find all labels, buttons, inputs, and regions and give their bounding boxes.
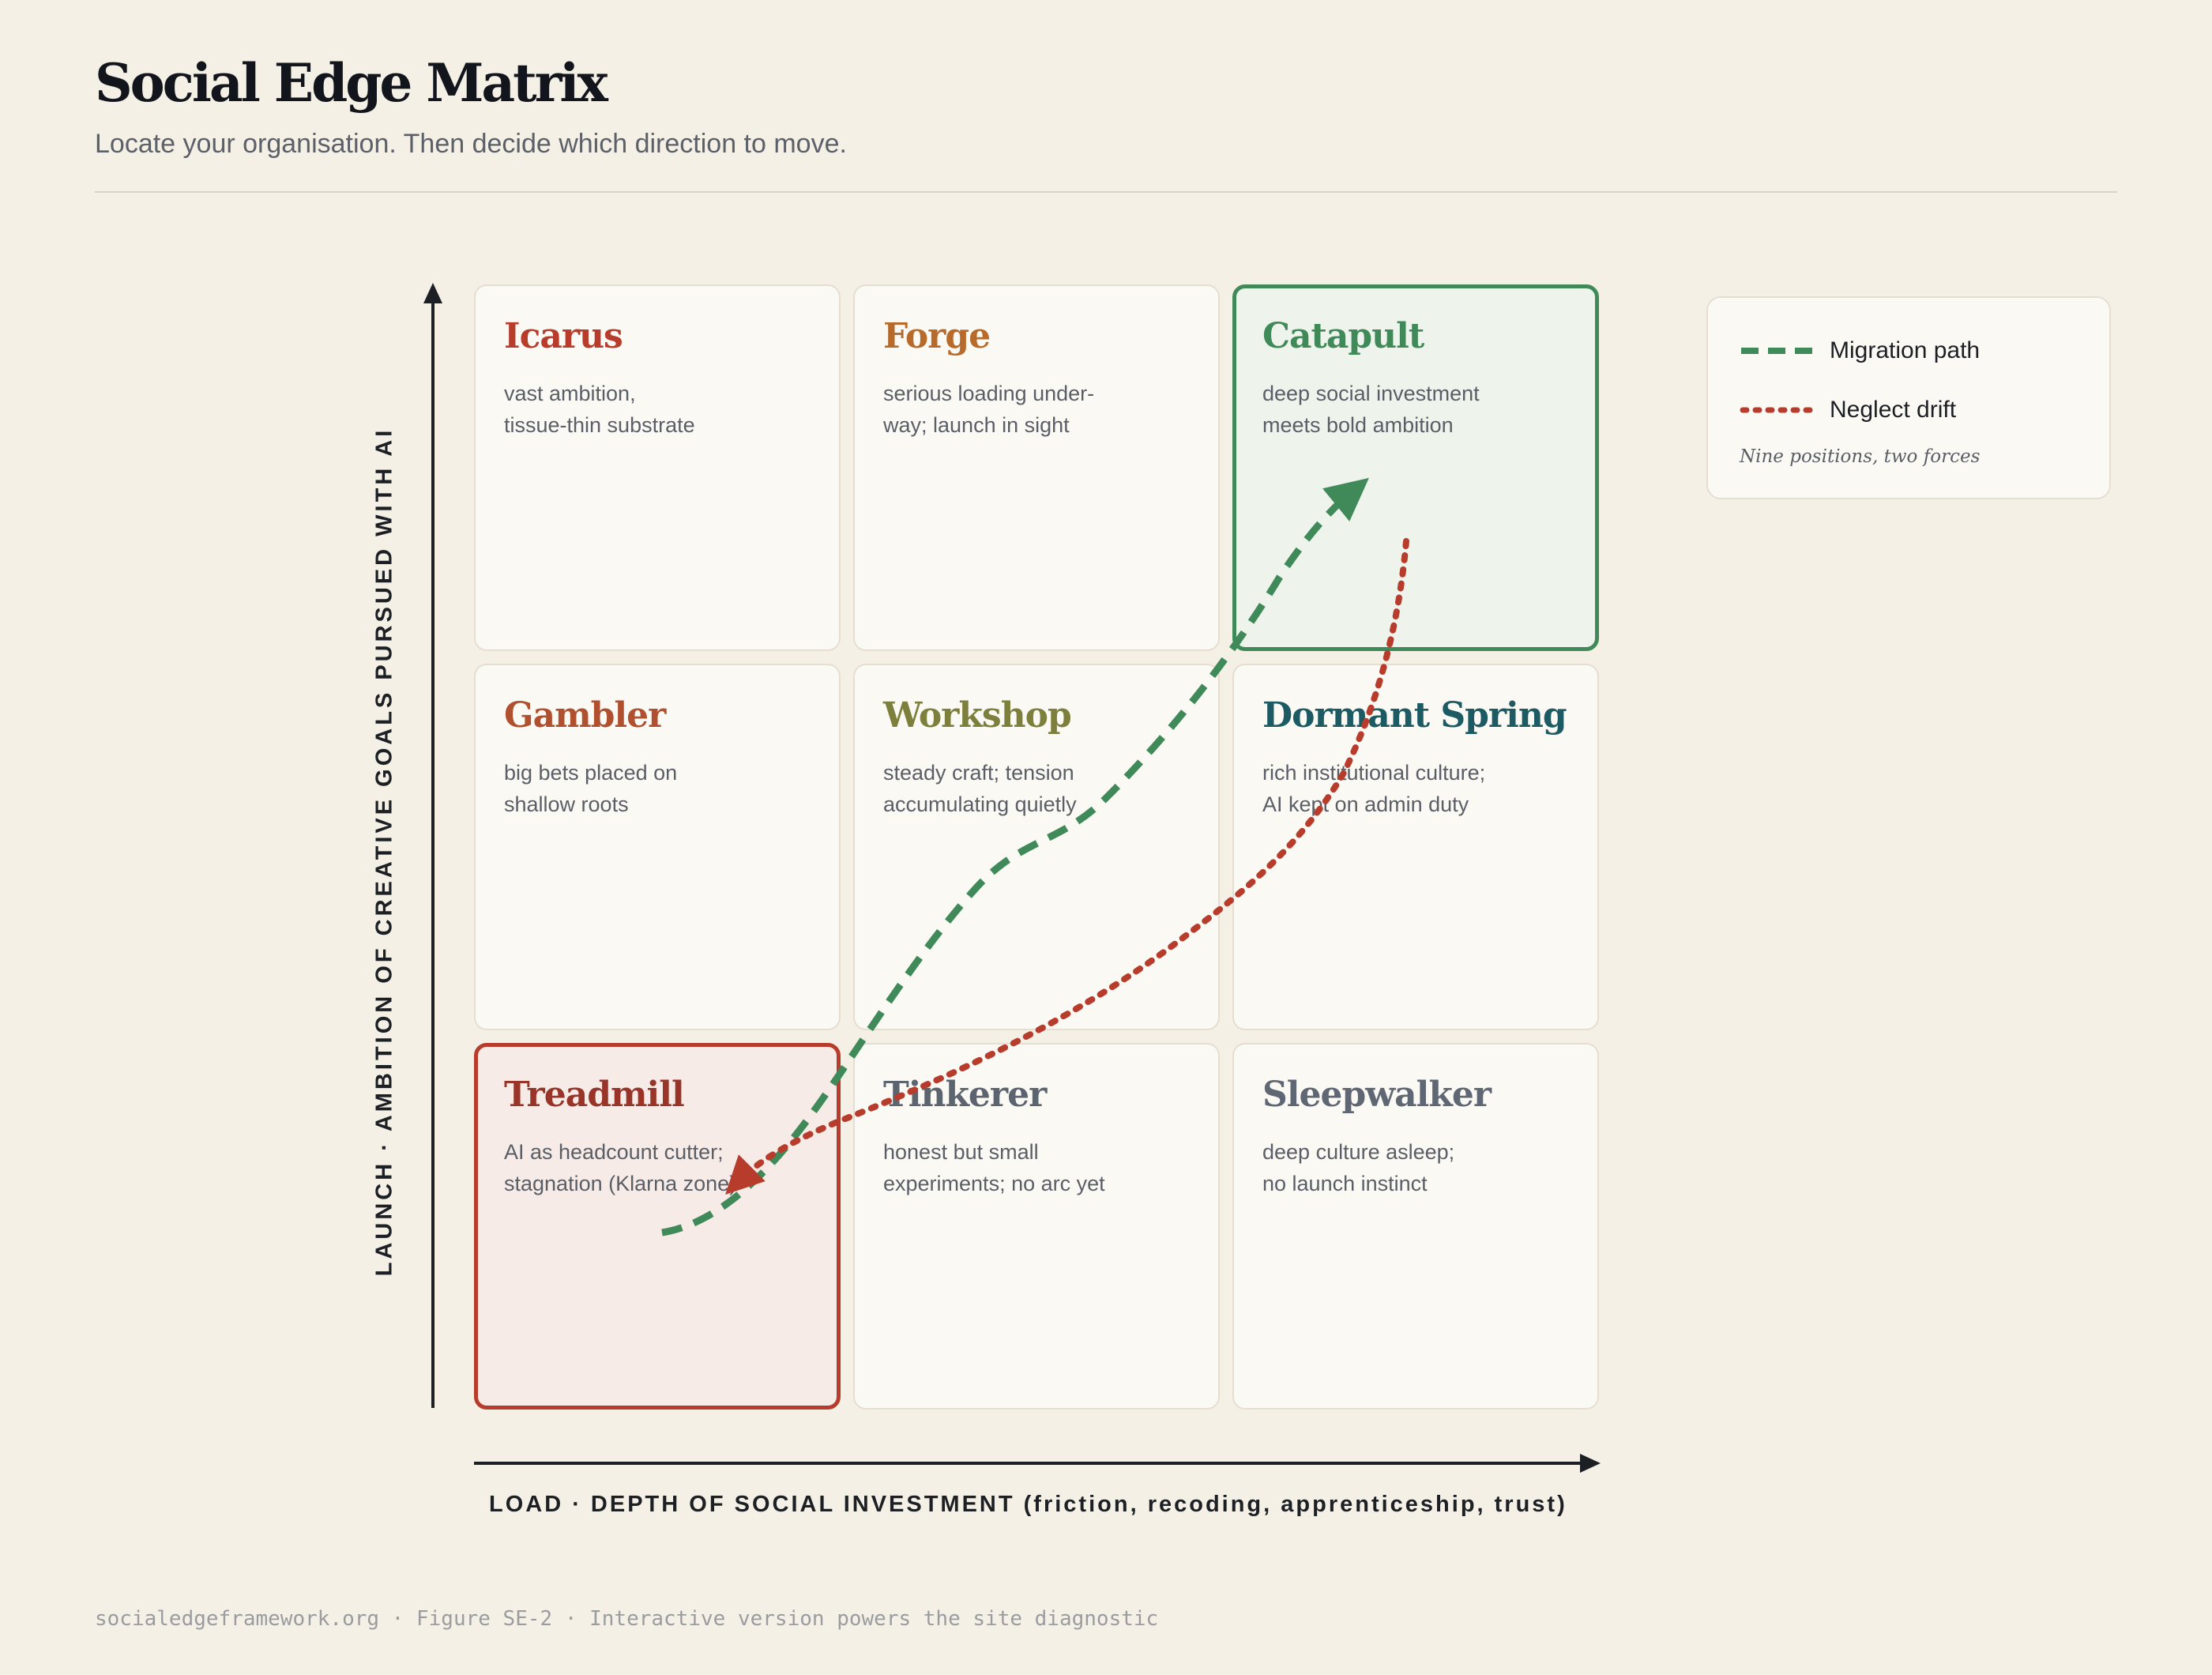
description-line: deep culture asleep; (1262, 1140, 1455, 1164)
description-line: no launch instinct (1262, 1172, 1428, 1195)
legend-label: Neglect drift (1830, 397, 1957, 423)
cell-title: Gambler (504, 695, 666, 736)
cell-tinkerer[interactable]: Tinkerer honest but small experiments; n… (853, 1043, 1220, 1410)
description-line: accumulating quietly (883, 792, 1077, 816)
description-line: meets bold ambition (1262, 413, 1454, 437)
legend-item-migration: Migration path (1740, 337, 1980, 364)
description-line: shallow roots (504, 792, 629, 816)
description-line: way; launch in sight (883, 413, 1070, 437)
cell-title: Treadmill (504, 1075, 685, 1115)
description-line: AI as headcount cutter; (504, 1140, 724, 1164)
cell-description: AI as headcount cutter; stagnation (Klar… (504, 1136, 811, 1199)
cell-icarus[interactable]: Icarus vast ambition, tissue-thin substr… (474, 284, 841, 651)
description-line: tissue-thin substrate (504, 413, 695, 437)
description-line: deep social investment (1262, 382, 1480, 405)
description-line: honest but small (883, 1140, 1039, 1164)
cell-dormant-spring[interactable]: Dormant Spring rich institutional cultur… (1232, 664, 1599, 1030)
cell-description: rich institutional culture; AI kept on a… (1262, 757, 1569, 820)
y-axis-label: LAUNCH · AMBITION OF CREATIVE GOALS PURS… (371, 427, 397, 1277)
page-subtitle: Locate your organisation. Then decide wh… (95, 129, 847, 159)
description-line: stagnation (Klarna zone) (504, 1172, 737, 1195)
description-line: serious loading under- (883, 382, 1095, 405)
footer-caption: socialedgeframework.org · Figure SE-2 · … (95, 1607, 1159, 1631)
cell-description: serious loading under- way; launch in si… (883, 378, 1190, 441)
cell-catapult[interactable]: Catapult deep social investment meets bo… (1232, 284, 1599, 651)
description-line: AI kept on admin duty (1262, 792, 1469, 816)
header-divider (95, 191, 2117, 193)
cell-title: Catapult (1262, 316, 1424, 356)
cell-title: Dormant Spring (1262, 695, 1567, 736)
dashed-line-icon (1741, 348, 1814, 354)
legend-item-neglect: Neglect drift (1740, 397, 1956, 423)
cell-title: Workshop (883, 695, 1072, 736)
description-line: big bets placed on (504, 761, 678, 785)
y-axis-arrowhead (423, 283, 442, 303)
cell-sleepwalker[interactable]: Sleepwalker deep culture asleep; no laun… (1232, 1043, 1599, 1410)
cell-title: Sleepwalker (1262, 1075, 1492, 1115)
cell-workshop[interactable]: Workshop steady craft; tension accumulat… (853, 664, 1220, 1030)
description-line: rich institutional culture; (1262, 761, 1486, 785)
page-title: Social Edge Matrix (95, 52, 608, 114)
description-line: steady craft; tension (883, 761, 1074, 785)
description-line: vast ambition, (504, 382, 636, 405)
cell-gambler[interactable]: Gambler big bets placed on shallow roots (474, 664, 841, 1030)
legend-label: Migration path (1830, 337, 1981, 363)
cell-title: Icarus (504, 316, 623, 356)
legend: Migration path Neglect drift Nine positi… (1706, 296, 2111, 499)
cell-description: deep culture asleep; no launch instinct (1262, 1136, 1569, 1199)
cell-treadmill[interactable]: Treadmill AI as headcount cutter; stagna… (474, 1043, 841, 1410)
dotted-line-icon (1740, 407, 1815, 413)
cell-forge[interactable]: Forge serious loading under- way; launch… (853, 284, 1220, 651)
cell-title: Forge (883, 316, 991, 356)
cell-description: vast ambition, tissue-thin substrate (504, 378, 811, 441)
x-axis-label: LOAD · DEPTH OF SOCIAL INVESTMENT (frict… (489, 1492, 1567, 1517)
cell-title: Tinkerer (883, 1075, 1047, 1115)
cell-description: big bets placed on shallow roots (504, 757, 811, 820)
x-axis-arrowhead (1580, 1454, 1601, 1473)
cell-description: honest but small experiments; no arc yet (883, 1136, 1190, 1199)
description-line: experiments; no arc yet (883, 1172, 1105, 1195)
cell-description: steady craft; tension accumulating quiet… (883, 757, 1190, 820)
legend-note: Nine positions, two forces (1740, 446, 1981, 467)
cell-description: deep social investment meets bold ambiti… (1262, 378, 1569, 441)
